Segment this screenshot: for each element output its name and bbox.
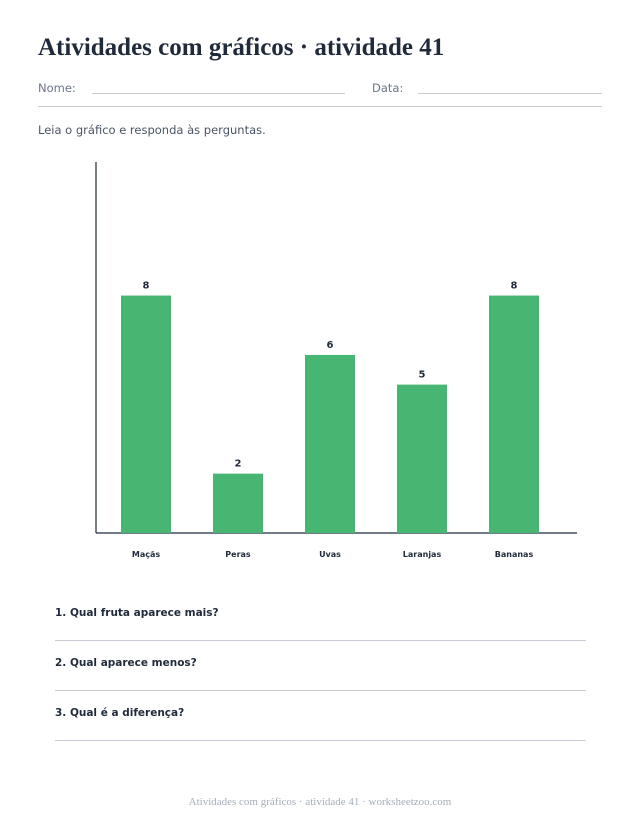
footer-text: Atividades com gráficos · atividade 41 ·… (188, 796, 452, 808)
data-label-0: 8 (143, 281, 150, 292)
question-1: 1. Qual fruta aparece mais? (55, 607, 219, 619)
x-tick-label-3: Laranjas (403, 550, 442, 559)
name-field[interactable] (92, 93, 345, 94)
bar-3 (397, 384, 447, 533)
question-3: 3. Qual é a diferença? (55, 707, 185, 719)
instructions-text: Leia o gráfico e responda às perguntas. (38, 123, 266, 137)
bar-4 (489, 295, 539, 533)
date-label: Data: (372, 81, 404, 95)
date-field[interactable] (418, 93, 602, 94)
bar-chart: 8 Maçãs 2 Peras 6 Uvas 5 Laranjas 8 Bananas (95, 162, 577, 559)
x-tick-label-0: Maçãs (132, 550, 161, 559)
question-2: 2. Qual aparece menos? (55, 657, 197, 669)
data-label-1: 2 (235, 459, 242, 470)
bars-group: 8 Maçãs 2 Peras 6 Uvas 5 Laranjas 8 Bananas (121, 281, 539, 559)
data-label-2: 6 (327, 340, 334, 351)
bar-0 (121, 295, 171, 533)
answer-line-1[interactable] (55, 640, 586, 641)
bar-1 (213, 473, 263, 533)
worksheet-title: Atividades com gráficos · atividade 41 (38, 34, 445, 61)
name-label: Nome: (38, 81, 76, 95)
x-tick-label-4: Bananas (495, 550, 534, 559)
answer-line-2[interactable] (55, 690, 586, 691)
x-tick-label-1: Peras (225, 550, 251, 559)
x-tick-label-2: Uvas (319, 550, 341, 559)
data-label-3: 5 (419, 370, 426, 381)
header-divider (38, 106, 602, 107)
data-label-4: 8 (511, 281, 518, 292)
bar-2 (305, 354, 355, 533)
answer-line-3[interactable] (55, 740, 586, 741)
